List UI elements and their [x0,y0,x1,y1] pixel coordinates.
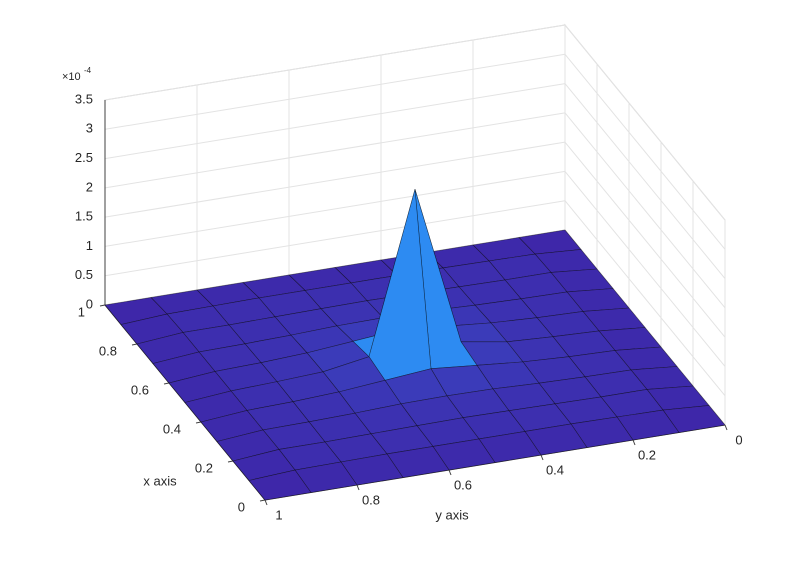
grid-line [564,83,726,279]
z-tick-label: 2 [86,179,93,194]
x-tick-label: 0.8 [99,343,117,358]
tick-mark [195,421,202,424]
tick-mark [259,499,266,502]
x-tick-label: 0.6 [131,382,149,397]
tick-mark [131,343,138,346]
grid-line [104,112,566,189]
grid-line [564,112,726,309]
y-tick-label: 0 [735,432,742,447]
grid-line [564,171,726,367]
grid-line [104,141,566,218]
grid-line [104,83,566,160]
x-tick-label: 1 [78,304,85,319]
y-tick-label: 0.8 [362,492,380,507]
y-axis-label: y axis [435,507,469,522]
y-tick-label: 1 [275,507,282,522]
z-tick-label: 3.5 [75,91,93,106]
surface-patch [248,469,312,501]
z-tick-label: 0.5 [75,267,93,282]
grid-line [564,200,726,397]
tick-mark [163,382,170,385]
x-tick-label: 0.2 [195,460,213,475]
y-tick-label: 0.4 [546,462,564,477]
grid-line [564,24,726,221]
grid-line [564,141,726,338]
z-tick-label: 1 [86,238,93,253]
tick-mark [540,454,544,461]
x-tick-label: 0.4 [163,421,181,436]
tick-mark [632,439,636,446]
surface [104,189,726,501]
tick-mark [724,424,728,431]
y-tick-label: 0.2 [638,447,656,462]
grid-line [104,53,566,130]
grid-line [104,24,566,101]
z-tick-label: 3 [86,121,93,136]
grid-line [564,53,726,250]
tick-mark [227,460,234,463]
tick-mark [448,469,452,476]
z-tick-label: 2.5 [75,150,93,165]
tick-mark [356,484,360,491]
tick-mark [99,304,106,307]
axis-labels: ×10 -4 x axis y axis 0 0.5 1 1.5 2 2.5 3 3.5 0 0.… [62,66,743,522]
grid-line [104,170,566,247]
z-tick-label: 1.5 [75,209,93,224]
z-tick-label: 0 [86,296,93,311]
x-axis-label: x axis [143,473,177,488]
y-tick-label: 0.6 [454,477,472,492]
grid-line [104,200,566,277]
z-scale-exponent: -4 [84,66,92,75]
z-scale-base: ×10 [62,71,81,83]
tick-mark [264,499,268,506]
x-tick-label: 0 [238,499,245,514]
